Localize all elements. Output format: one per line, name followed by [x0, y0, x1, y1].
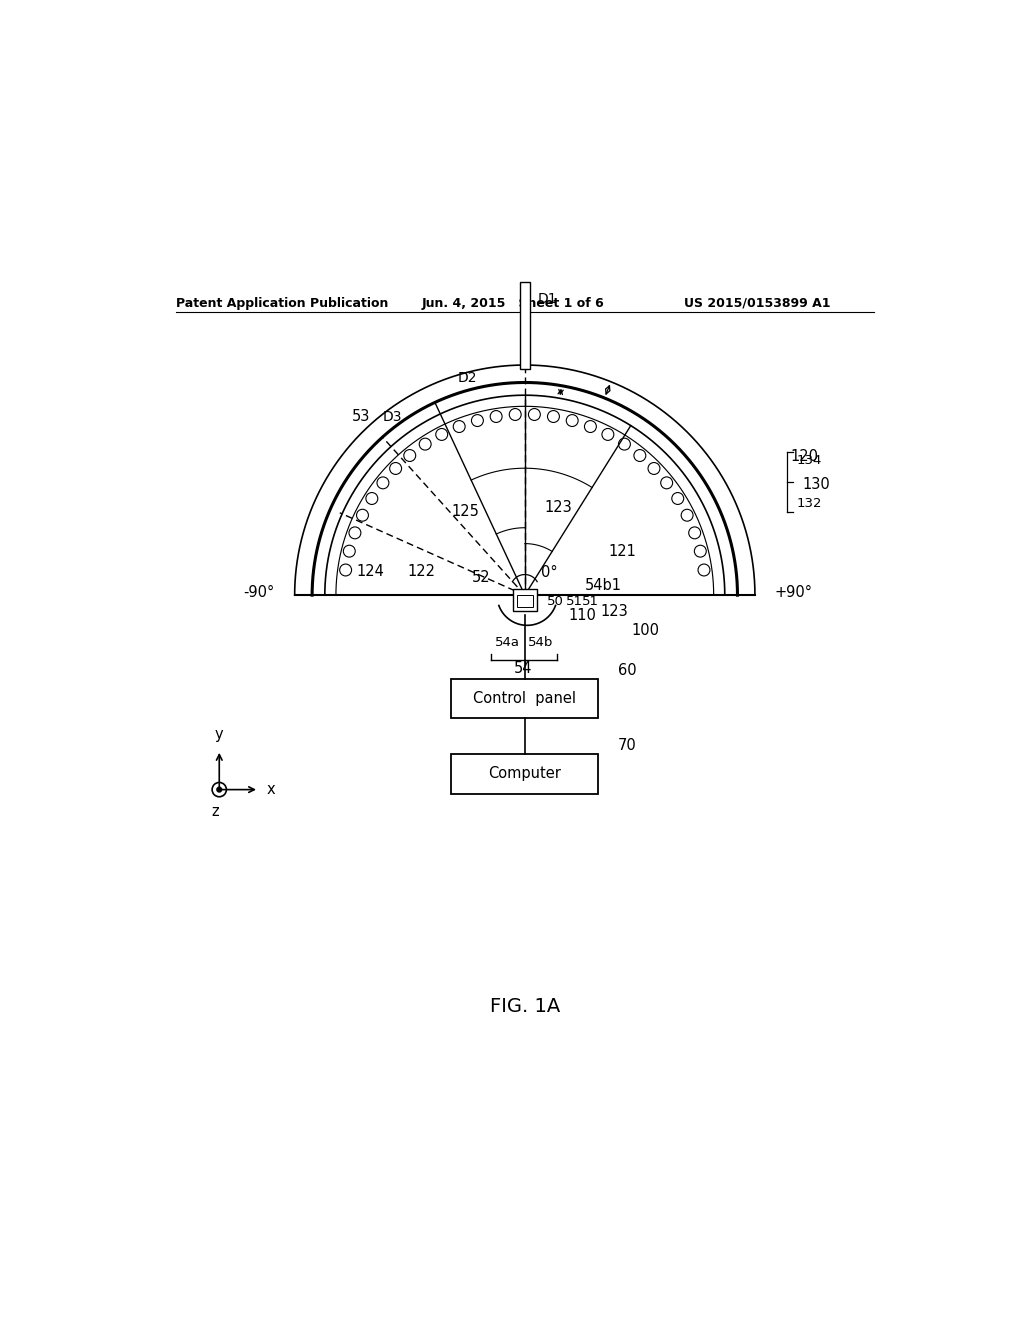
- Text: 54b: 54b: [528, 636, 553, 649]
- Text: 110: 110: [568, 607, 596, 623]
- Text: D3: D3: [382, 409, 401, 424]
- Text: 0°: 0°: [541, 565, 557, 579]
- Circle shape: [217, 787, 221, 792]
- Text: 123: 123: [545, 500, 572, 515]
- Text: 124: 124: [356, 564, 384, 579]
- Text: 60: 60: [618, 663, 637, 678]
- Text: -90°: -90°: [244, 585, 274, 601]
- Text: 130: 130: [803, 477, 830, 491]
- Text: 100: 100: [632, 623, 659, 639]
- Text: FIG. 1A: FIG. 1A: [489, 997, 560, 1016]
- Text: 51: 51: [566, 595, 583, 609]
- Text: Jun. 4, 2015   Sheet 1 of 6: Jun. 4, 2015 Sheet 1 of 6: [422, 297, 604, 310]
- Bar: [452, 754, 598, 793]
- Text: Patent Application Publication: Patent Application Publication: [176, 297, 388, 310]
- Bar: [517, 595, 532, 607]
- Text: 54: 54: [514, 661, 532, 676]
- Text: 53: 53: [351, 409, 370, 424]
- Text: 120: 120: [791, 449, 818, 463]
- Text: Computer: Computer: [488, 766, 561, 781]
- Text: x: x: [267, 783, 275, 797]
- Text: 52: 52: [472, 570, 490, 585]
- Text: 54b1: 54b1: [585, 578, 622, 593]
- Text: 51: 51: [582, 595, 599, 609]
- Text: Control  panel: Control panel: [473, 690, 577, 706]
- Text: US 2015/0153899 A1: US 2015/0153899 A1: [684, 297, 830, 310]
- Text: 50: 50: [547, 595, 564, 609]
- Text: 132: 132: [797, 498, 822, 511]
- Text: D2: D2: [458, 371, 477, 384]
- Bar: [520, 281, 529, 370]
- Text: D1: D1: [538, 292, 557, 306]
- Text: 122: 122: [408, 564, 435, 579]
- Text: 123: 123: [600, 603, 628, 619]
- Text: y: y: [215, 727, 223, 742]
- Text: +90°: +90°: [775, 585, 813, 601]
- Text: 125: 125: [452, 504, 479, 519]
- Text: 70: 70: [618, 738, 637, 754]
- Text: 121: 121: [608, 544, 636, 560]
- Text: 134: 134: [797, 454, 822, 467]
- Text: 54a: 54a: [495, 636, 520, 649]
- Text: z: z: [212, 804, 219, 818]
- Bar: [452, 678, 598, 718]
- Bar: [513, 589, 537, 611]
